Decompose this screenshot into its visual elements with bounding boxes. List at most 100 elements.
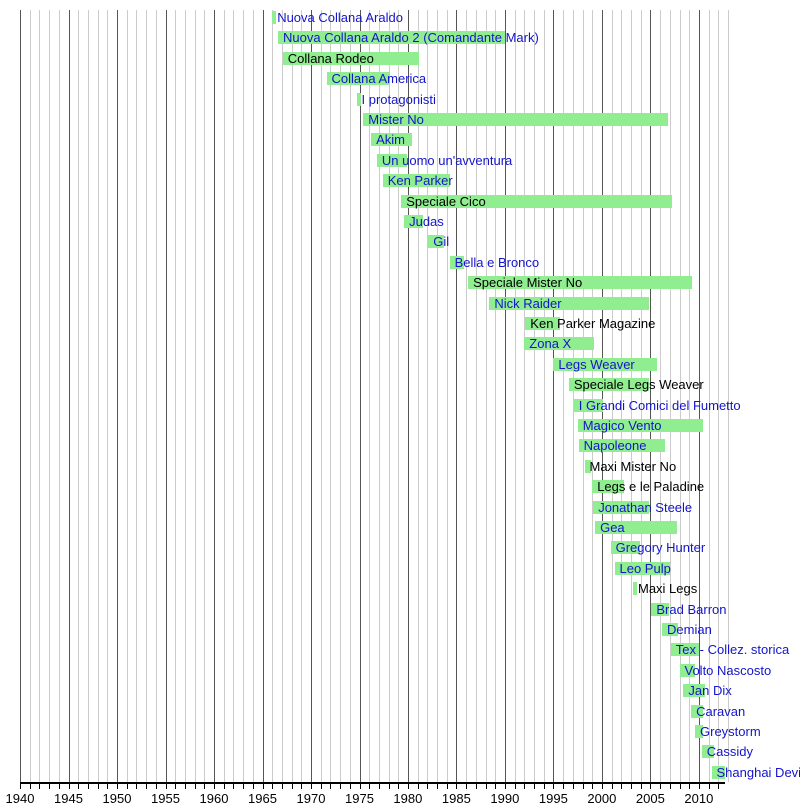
series-label-link[interactable]: Greystorm [700, 724, 761, 739]
axis-tick [194, 784, 196, 789]
axis-tick [466, 784, 468, 789]
series-label-link[interactable]: I Grandi Comici del Fumetto [578, 397, 741, 413]
axis-tick [204, 784, 206, 789]
gridline-minor [417, 10, 419, 782]
gridline-minor [611, 10, 613, 782]
gridline-minor [689, 10, 691, 782]
gridline-minor [330, 10, 332, 782]
axis-tick [524, 784, 526, 789]
axis-tick-label: 1985 [441, 791, 471, 806]
timeline-bar [489, 296, 650, 310]
timeline-bar [282, 51, 419, 65]
series-label-link[interactable]: Bella e Bronco [454, 254, 540, 270]
gridline-minor [427, 10, 429, 782]
gridline-major [214, 10, 215, 782]
series-label-link[interactable]: Volto Nascosto [684, 662, 772, 678]
series-label-link[interactable]: Brad Barron [656, 601, 727, 617]
gridline-major [504, 10, 506, 782]
series-label-link[interactable]: Judas [409, 214, 444, 229]
axis-tick [631, 784, 632, 789]
gridline-minor [534, 10, 535, 782]
axis-tick [475, 784, 477, 789]
series-label-link[interactable]: I protagonisti [361, 91, 436, 107]
x-axis-line [20, 782, 725, 784]
series-label-link[interactable]: Cassidy [706, 744, 754, 760]
timeline-bar [614, 561, 670, 575]
series-label-link[interactable]: Mister No [368, 112, 424, 127]
series-label-link[interactable]: Zona X [529, 336, 572, 352]
gridline-minor [398, 10, 400, 782]
axis-tick [572, 784, 574, 789]
axis-tick [534, 784, 535, 789]
series-label-link[interactable]: Un uomo un'avventura [381, 152, 513, 168]
series-label-link[interactable]: Magico Vento [582, 418, 662, 433]
series-label-link[interactable]: Jan Dix [688, 683, 732, 699]
series-label: Speciale Cico [406, 193, 486, 209]
axis-tick [369, 784, 371, 789]
gridline-minor [718, 10, 720, 782]
axis-tick [262, 784, 264, 789]
series-label-link[interactable]: Collana America [331, 71, 427, 87]
gridline-major [117, 10, 118, 782]
gridline-minor [301, 10, 303, 782]
series-label-link[interactable]: Shanghai Devil [716, 764, 800, 780]
series-label-link[interactable]: Demian [667, 622, 712, 637]
series-label-link[interactable]: Jonathan Steele [598, 499, 693, 515]
axis-tick-label: 2010 [684, 791, 714, 806]
axis-tick [107, 784, 109, 789]
gridline-minor [243, 10, 245, 782]
gridline-minor [621, 10, 623, 782]
series-label-link[interactable]: Legs Weaver [558, 356, 635, 372]
axis-tick [640, 784, 642, 789]
axis-tick [223, 784, 225, 789]
axis-tick-label: 1990 [490, 791, 520, 806]
axis-tick [233, 784, 235, 789]
gridline-minor [272, 10, 274, 782]
series-label-link[interactable]: Nuova Collana Araldo [277, 10, 403, 25]
axis-tick-label: 1975 [345, 791, 374, 806]
gridline-minor [49, 10, 51, 782]
series-label-link[interactable]: Napoleone [583, 438, 647, 454]
axis-tick [660, 784, 662, 789]
axis-tick [281, 784, 283, 789]
gridline-major [311, 10, 312, 782]
series-label-link[interactable]: Leo Pulp [619, 560, 671, 576]
series-label-link[interactable]: Gea [600, 520, 625, 535]
gridline-minor [679, 10, 681, 782]
gridline-minor [563, 10, 565, 782]
axis-tick [456, 784, 458, 789]
gridline-major [601, 10, 603, 782]
axis-tick [650, 784, 652, 789]
axis-tick [175, 784, 177, 789]
series-label-link[interactable]: Tex - Collez. storica [675, 642, 790, 658]
timeline-bar [272, 11, 277, 24]
series-label-link[interactable]: Gil [433, 234, 450, 250]
series-label-link[interactable]: Ken Parker [387, 173, 453, 189]
timeline-bar [401, 194, 672, 208]
series-label-link[interactable]: Caravan [696, 703, 746, 719]
series-label-link[interactable]: Gregory Hunter [615, 540, 706, 556]
gridline-minor [340, 10, 342, 782]
gridline-minor [660, 10, 662, 782]
axis-tick [87, 784, 89, 789]
gridline-major [650, 10, 652, 782]
series-label-link[interactable]: Nick Raider [494, 295, 562, 311]
axis-tick [543, 784, 545, 789]
gridline-minor [175, 10, 177, 782]
gridline-minor [146, 10, 148, 782]
timeline-bar [651, 602, 669, 616]
axis-tick [155, 784, 157, 789]
axis-tick [214, 784, 215, 789]
axis-tick [49, 784, 51, 789]
gridline-minor [543, 10, 545, 782]
series-label-link[interactable]: Nuova Collana Araldo 2 (Comandante Mark) [283, 30, 539, 46]
gridline-minor [514, 10, 516, 782]
axis-tick [417, 784, 419, 789]
timeline-bar [679, 663, 695, 677]
series-label-link[interactable]: Akim [376, 132, 405, 148]
axis-tick-label: 1965 [248, 791, 277, 806]
gridline-minor [252, 10, 254, 782]
axis-tick-label: 1950 [102, 791, 132, 806]
axis-tick-label: 1970 [296, 791, 326, 806]
axis-tick-label: 2005 [635, 791, 665, 806]
